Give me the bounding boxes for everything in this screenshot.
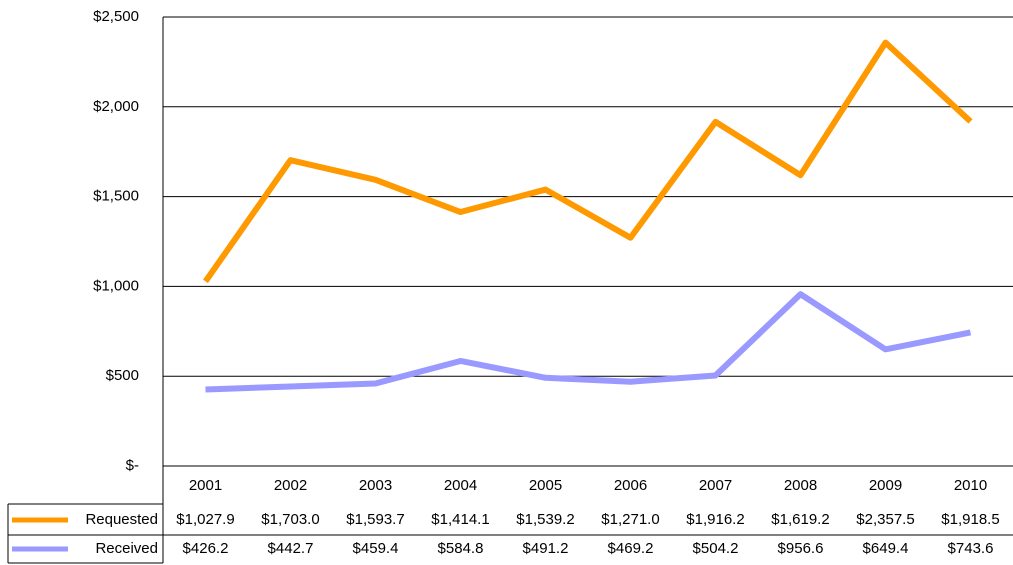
y-tick-label: $- xyxy=(126,457,139,474)
x-tick-label: 2010 xyxy=(954,477,987,494)
table-value: $1,539.2 xyxy=(516,511,574,528)
y-tick-label: $1,500 xyxy=(93,188,139,205)
series-line xyxy=(203,39,973,284)
x-tick-label: 2004 xyxy=(444,477,477,494)
y-tick-label: $1,000 xyxy=(93,277,139,294)
y-tick-label: $2,500 xyxy=(93,8,139,25)
x-tick-label: 2009 xyxy=(869,477,902,494)
y-tick-label: $2,000 xyxy=(93,98,139,115)
table-value: $459.4 xyxy=(353,540,399,557)
table-value: $584.8 xyxy=(438,540,484,557)
table-value: $504.2 xyxy=(693,540,739,557)
x-tick-label: 2007 xyxy=(699,477,732,494)
table-value: $2,357.5 xyxy=(856,511,914,528)
table-value: $1,414.1 xyxy=(431,511,489,528)
table-value: $956.6 xyxy=(778,540,824,557)
table-value: $1,619.2 xyxy=(771,511,829,528)
x-tick-label: 2001 xyxy=(189,477,222,494)
table-value: $1,916.2 xyxy=(686,511,744,528)
table-value: $1,593.7 xyxy=(346,511,404,528)
legend-label: Requested xyxy=(85,511,158,528)
table-value: $469.2 xyxy=(608,540,654,557)
legend-label: Received xyxy=(95,540,158,557)
series-line xyxy=(205,291,972,393)
table-value: $1,271.0 xyxy=(601,511,659,528)
x-tick-label: 2002 xyxy=(274,477,307,494)
table-value: $649.4 xyxy=(863,540,909,557)
x-tick-label: 2003 xyxy=(359,477,392,494)
x-tick-label: 2006 xyxy=(614,477,647,494)
x-tick-label: 2008 xyxy=(784,477,817,494)
y-tick-label: $500 xyxy=(106,367,139,384)
table-value: $743.6 xyxy=(948,540,994,557)
table-value: $426.2 xyxy=(183,540,229,557)
x-tick-label: 2005 xyxy=(529,477,562,494)
table-value: $491.2 xyxy=(523,540,569,557)
table-value: $442.7 xyxy=(268,540,314,557)
table-value: $1,703.0 xyxy=(261,511,319,528)
table-value: $1,027.9 xyxy=(176,511,234,528)
table-value: $1,918.5 xyxy=(941,511,999,528)
